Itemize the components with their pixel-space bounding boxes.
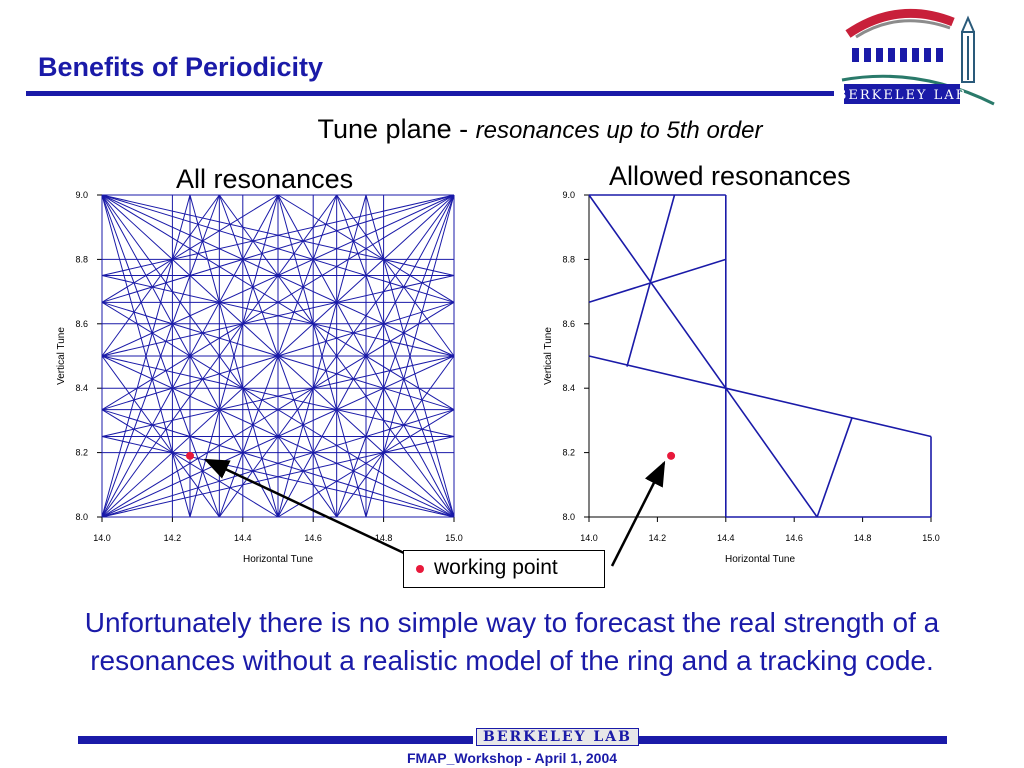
slide-title: Benefits of Periodicity	[38, 52, 324, 82]
legend-label: working point	[434, 556, 558, 579]
resonance-line	[588, 194, 727, 389]
slide-subtitle: Tune plane - resonances up to 5th order	[0, 114, 1024, 145]
y-tick-label: 8.8	[75, 254, 88, 264]
y-tick-label: 8.6	[562, 319, 575, 329]
y-tick-label: 8.4	[75, 383, 88, 393]
y-axis-label: Vertical Tune	[56, 327, 67, 385]
title-underline	[26, 91, 834, 96]
x-tick-label: 15.0	[922, 533, 940, 543]
resonance-line	[218, 194, 338, 518]
x-tick-label: 14.2	[164, 533, 182, 543]
resonance-line	[725, 387, 932, 438]
resonance-line	[277, 194, 367, 518]
working-point-dot-icon	[416, 565, 424, 573]
resonance-line	[365, 194, 455, 518]
resonance-line	[101, 194, 220, 518]
x-tick-label: 14.8	[375, 533, 393, 543]
y-tick-label: 8.2	[562, 448, 575, 458]
resonance-line	[626, 194, 676, 367]
y-tick-label: 8.6	[75, 319, 88, 329]
y-tick-label: 8.4	[562, 383, 575, 393]
y-tick-label: 8.8	[562, 254, 575, 264]
y-tick-label: 8.2	[75, 448, 88, 458]
arrow-left	[203, 458, 405, 555]
working-point-marker	[186, 451, 194, 460]
y-tick-label: 8.0	[75, 512, 88, 522]
resonance-line	[588, 355, 726, 389]
y-tick-label: 9.0	[75, 190, 88, 200]
x-tick-label: 14.6	[785, 533, 803, 543]
x-axis-label: Horizontal Tune	[243, 554, 313, 565]
working-point-marker	[667, 451, 676, 460]
resonance-line	[101, 355, 220, 518]
resonance-line	[725, 387, 818, 518]
resonance-line	[101, 194, 455, 411]
x-tick-label: 14.2	[649, 533, 667, 543]
resonance-line	[336, 194, 455, 518]
x-tick-label: 14.4	[234, 533, 252, 543]
x-tick-label: 15.0	[445, 533, 463, 543]
x-tick-label: 14.4	[717, 533, 735, 543]
arrow-right	[610, 460, 666, 567]
subtitle-main: Tune plane -	[317, 114, 476, 144]
subtitle-emphasis: resonances up to 5th order	[475, 117, 763, 144]
footer-text: FMAP_Workshop - April 1, 2004	[406, 750, 618, 766]
x-axis-label: Horizontal Tune	[725, 554, 795, 565]
berkeley-lab-logo: BERKELEY LAB	[837, 4, 998, 108]
left-plot-title: All resonances	[176, 164, 354, 194]
logo-text: BERKELEY LAB	[838, 88, 967, 103]
x-tick-label: 14.8	[854, 533, 872, 543]
resonance-line	[336, 194, 455, 357]
x-tick-label: 14.6	[304, 533, 322, 543]
resonance-line	[189, 194, 279, 518]
resonance-line	[101, 301, 455, 518]
footer-bar-right	[604, 736, 947, 744]
footer-bar-left	[78, 736, 473, 744]
resonance-line	[816, 417, 853, 518]
resonance-line	[218, 194, 455, 518]
x-tick-label: 14.0	[580, 533, 598, 543]
footer-logo: BERKELEY LAB	[476, 728, 639, 746]
y-tick-label: 8.0	[562, 512, 575, 522]
working-point-legend: working point	[403, 550, 605, 588]
right-plot-title: Allowed resonances	[609, 161, 851, 191]
resonance-line	[101, 194, 338, 518]
body-text: Unfortunately there is no simple way to …	[84, 607, 940, 676]
resonance-line	[101, 194, 191, 518]
y-tick-label: 9.0	[562, 190, 575, 200]
x-tick-label: 14.0	[93, 533, 111, 543]
resonance-line	[588, 258, 727, 303]
y-axis-label: Vertical Tune	[543, 327, 554, 385]
allowed-resonances-chart: 14.0 14.2 14.4 14.6 14.8 15.0 8.0 8.2 8.4 8.6 8.8 9…	[543, 190, 940, 565]
all-resonances-chart: 14.0 14.2 14.4 14.6 14.8 15.0 8.0 8.2 8.4 8.6 8.8 9…	[56, 190, 463, 565]
